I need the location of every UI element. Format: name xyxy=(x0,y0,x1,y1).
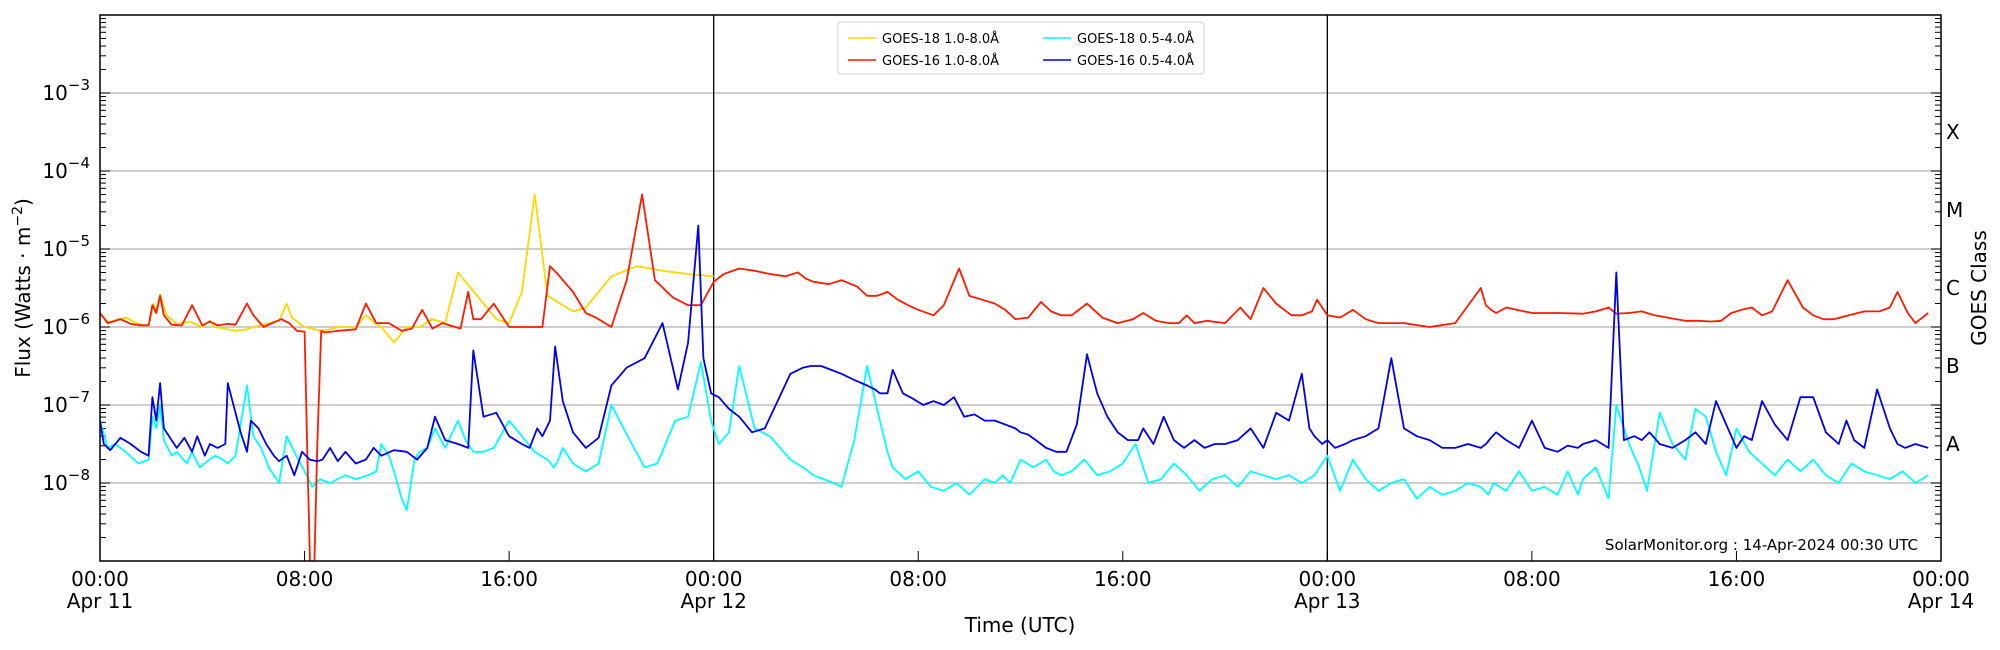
y-axis-title: Flux (Watts · m−2) xyxy=(10,198,35,378)
x-tick-time: 16:00 xyxy=(480,567,538,591)
series-line xyxy=(100,224,1929,477)
series-line xyxy=(100,193,714,344)
goes-class-m: M xyxy=(1946,198,1963,222)
y-tick-label: 10−6 xyxy=(42,310,90,339)
goes-class-a: A xyxy=(1946,432,1960,456)
y-tick-label: 10−4 xyxy=(42,154,90,183)
plot-frame xyxy=(99,14,1942,562)
x-tick-date: Apr 12 xyxy=(680,589,746,613)
x-tick-time: 16:00 xyxy=(1708,567,1766,591)
x-tick-time: 16:00 xyxy=(1094,567,1152,591)
series-line xyxy=(100,361,1929,512)
legend-label: GOES-18 0.5-4.0Å xyxy=(1077,31,1194,47)
data-series xyxy=(100,193,1929,561)
goes-class-b: B xyxy=(1946,354,1960,378)
series-line xyxy=(100,193,1929,561)
legend-label: GOES-16 0.5-4.0Å xyxy=(1077,53,1194,69)
timestamp-annotation: SolarMonitor.org : 14-Apr-2024 00:30 UTC xyxy=(1605,536,1918,554)
goes-class-labels: A B C M X xyxy=(1946,120,1963,456)
x-tick-time: 00:00 xyxy=(71,567,129,591)
x-tick-time: 08:00 xyxy=(276,567,334,591)
y-tick-label: 10−7 xyxy=(42,388,90,417)
x-axis-title: Time (UTC) xyxy=(964,613,1076,637)
goes-class-c: C xyxy=(1946,276,1960,300)
x-tick-time: 08:00 xyxy=(889,567,947,591)
y-axis-ticks: 10−8 10−7 10−6 10−5 10−4 10−3 xyxy=(42,76,90,495)
x-tick-time: 00:00 xyxy=(1299,567,1357,591)
x-tick-date: Apr 11 xyxy=(67,589,133,613)
minor-ticks xyxy=(100,18,1941,562)
legend-label: GOES-18 1.0-8.0Å xyxy=(882,31,999,47)
x-tick-time: 00:00 xyxy=(685,567,743,591)
y-tick-label: 10−8 xyxy=(42,466,90,495)
legend-label: GOES-16 1.0-8.0Å xyxy=(882,53,999,69)
x-tick-date: Apr 14 xyxy=(1908,589,1974,613)
legend: GOES-18 1.0-8.0Å GOES-16 1.0-8.0Å GOES-18 … xyxy=(837,21,1205,75)
x-tick-time: 00:00 xyxy=(1912,567,1970,591)
goes-class-x: X xyxy=(1946,120,1960,144)
y-axis-right-title: GOES Class xyxy=(1967,230,1991,346)
day-divider-lines xyxy=(713,15,1328,561)
x-tick-time: 08:00 xyxy=(1503,567,1561,591)
y-tick-label: 10−5 xyxy=(42,232,90,261)
y-tick-label: 10−3 xyxy=(42,76,90,105)
legend-box xyxy=(837,21,1205,75)
x-tick-date: Apr 13 xyxy=(1294,589,1360,613)
